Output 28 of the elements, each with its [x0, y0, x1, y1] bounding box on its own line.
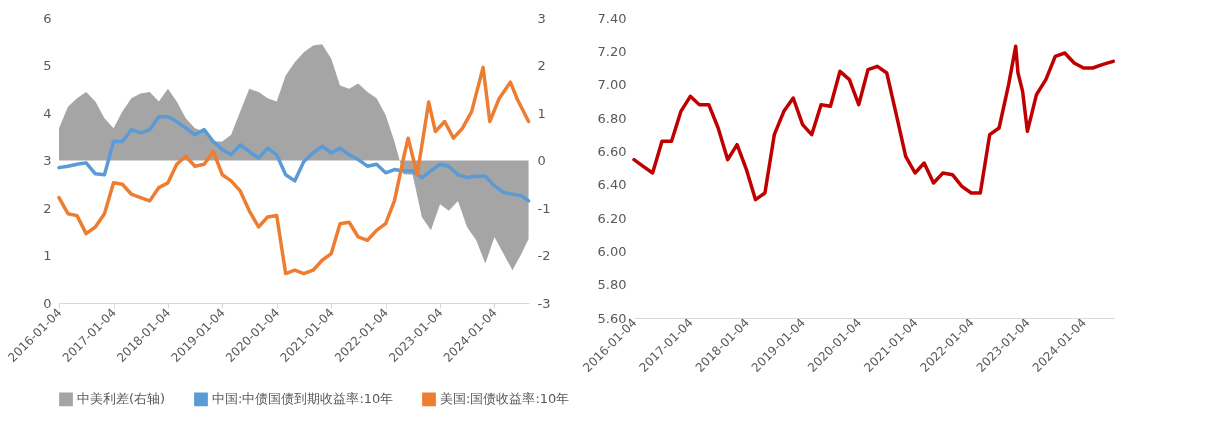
y-tick-label: 7.40	[597, 10, 627, 26]
y-tick-label: 3	[43, 153, 52, 168]
y-tick-label: 4	[43, 105, 52, 121]
y2-tick-label: 3	[537, 10, 546, 26]
y2-tick-label: 0	[537, 153, 546, 168]
y-tick-label: 6.20	[597, 210, 627, 226]
y-tick-label: 7.20	[597, 43, 627, 59]
line-series	[57, 115, 531, 203]
y2-tick-label: 1	[537, 105, 546, 121]
y-tick-label: 5	[43, 58, 52, 73]
y-tick-label: 6.80	[597, 110, 627, 126]
y2-tick-label: -2	[537, 248, 551, 263]
y-tick-label: 2	[43, 200, 52, 216]
y-tick-label: 6.60	[597, 143, 627, 159]
line-series	[632, 44, 1115, 202]
legend-label: 中国:中债国债到期收益率:10年	[212, 391, 394, 407]
y2-tick-label: -3	[537, 295, 551, 311]
legend-label: 中美利差(右轴)	[77, 391, 166, 407]
y-tick-label: 5.80	[597, 277, 627, 293]
y-tick-label: 6	[43, 10, 52, 26]
y-tick-label: 0	[43, 295, 52, 311]
y-tick-label: 1	[43, 248, 52, 263]
y-tick-label: 6.40	[597, 177, 627, 193]
y-tick-label: 7.00	[597, 77, 627, 93]
y2-tick-label: 2	[537, 58, 546, 73]
legend-label: 美国:国债收益率:10年	[440, 391, 570, 407]
y-tick-label: 6.00	[597, 243, 627, 259]
y2-tick-label: -1	[537, 200, 551, 216]
